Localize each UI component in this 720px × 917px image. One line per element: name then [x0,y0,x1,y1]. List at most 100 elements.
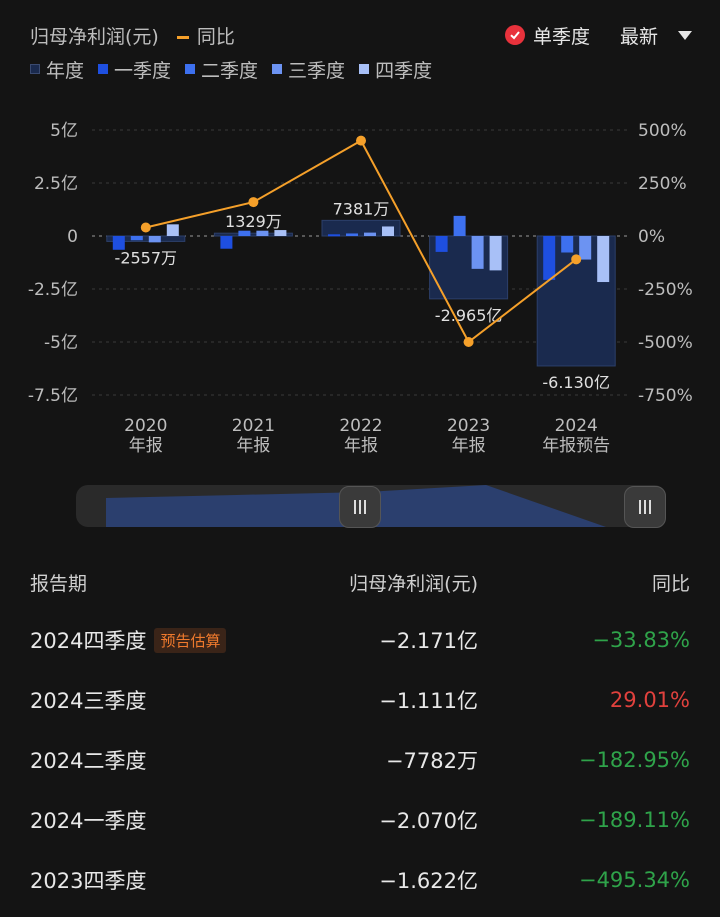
annual-data-label: -6.130亿 [542,373,610,392]
annual-bar [106,235,186,242]
row-period: 2024一季度 [30,800,146,840]
quarter-bar [471,236,484,269]
row-period: 2024三季度 [30,680,146,720]
legend-q2[interactable]: 二季度 [185,56,258,83]
q2-swatch-icon [185,64,196,74]
legend-q2-label: 二季度 [201,59,259,82]
x-tick-label: 2024 [555,416,598,436]
legend-annual[interactable]: 年度 [30,56,84,83]
row-yoy: −33.83% [592,628,690,652]
yoy-point [248,197,259,208]
y-left-tick-label: 5亿 [50,121,78,141]
single-quarter-toggle[interactable]: 单季度 [532,25,590,48]
checkbox-checked-icon[interactable] [504,25,525,45]
period-label: 2024三季度 [30,689,147,713]
annual-data-label: -2.965亿 [435,306,503,325]
header-yoy: 同比 [651,572,690,595]
period-label: 2024四季度 [30,629,147,653]
table-row[interactable]: 2024三季度 −1.111亿 29.01% [30,680,690,720]
quarter-bar [274,230,287,236]
x-tick-label: 年报 [236,436,270,456]
legend-yoy-label: 同比 [196,25,235,48]
x-tick-label: 2021 [232,416,275,436]
legend-q1[interactable]: 一季度 [98,56,171,83]
y-right-tick-label: 500% [638,121,687,141]
annual-data-label: 1329万 [225,212,282,231]
row-yoy: −495.34% [578,868,690,892]
row-net-profit: −1.111亿 [379,689,478,713]
header-period: 报告期 [30,572,88,595]
q4-swatch-icon [359,64,370,74]
y-right-tick-label: -500% [638,333,693,353]
x-tick-label: 年报预告 [542,436,610,456]
quarter-bar [453,215,466,236]
table-row[interactable]: 2024四季度 预告估算 −2.171亿 −33.83% [30,620,690,660]
grip-icon [639,500,651,514]
y-right-tick-label: -750% [638,386,693,406]
x-tick-label: 年报 [344,436,378,456]
quarter-bar [112,236,125,250]
annual-bar [321,219,401,237]
quarter-bar [597,236,610,283]
period-label: 2023四季度 [30,869,147,893]
chart-controls: 单季度 最新 [504,20,692,50]
latest-dropdown[interactable]: 最新 [620,22,692,49]
table-row[interactable]: 2024一季度 −2.070亿 −189.11% [30,800,690,840]
x-tick-label: 2020 [124,416,167,436]
quarter-bar [346,233,358,236]
x-tick-label: 年报 [129,436,163,456]
legend-net-profit: 归母净利润(元) [30,25,159,48]
latest-dropdown-label: 最新 [619,25,658,48]
quarter-bar [579,236,592,260]
forecast-badge: 预告估算 [154,627,227,653]
legend-q4[interactable]: 四季度 [359,56,432,83]
quarter-bar [543,236,556,280]
legend-yoy: 同比 [176,22,235,49]
yoy-point [463,337,474,347]
table-row[interactable]: 2024二季度 −7782万 −182.95% [30,740,690,780]
quarter-bar [328,234,340,237]
quarter-bar [166,224,179,236]
yoy-point [356,135,366,146]
quarter-bar [130,236,143,241]
annual-bar [213,232,293,237]
quarter-bar [256,230,269,236]
quarter-bar [489,236,502,271]
header-net-profit: 归母净利润(元) [349,572,478,595]
chevron-down-icon [678,30,692,40]
y-left-tick-label: -5亿 [44,333,78,353]
x-tick-label: 年报 [452,436,486,456]
legend-q3[interactable]: 三季度 [272,56,345,83]
y-right-tick-label: 250% [638,174,687,194]
row-period: 2024二季度 [30,740,146,780]
range-slider-right-handle[interactable] [624,486,666,528]
x-tick-label: 2023 [447,416,490,436]
y-left-tick-label: 2.5亿 [34,174,78,194]
row-net-profit: −2.070亿 [379,809,478,833]
legend-q4-label: 四季度 [375,59,433,82]
y-left-tick-label: -2.5亿 [28,280,78,300]
y-right-tick-label: 0% [638,227,665,247]
table-row[interactable]: 2023四季度 −1.622亿 −495.34% [30,860,690,900]
quarter-bar [364,232,376,236]
table-header: 报告期 归母净利润(元) 同比 [30,567,690,597]
yoy-line [145,139,577,344]
annual-data-label: 7381万 [333,199,390,218]
legend-annual-label: 年度 [46,59,85,82]
chart-legend-series: 年度 一季度 二季度 三季度 四季度 [30,56,446,82]
annual-swatch-icon [30,64,40,74]
row-yoy: −182.95% [578,748,690,772]
quarter-bar [561,236,574,253]
net-profit-chart[interactable]: 5亿 500% 2.5亿 250% 0 0% -2.5亿 -250% -5亿 -500% -7.5亿… [0,100,720,470]
row-period: 2024四季度 预告估算 [30,620,227,660]
y-left-tick-label: -7.5亿 [28,386,78,406]
y-left-tick-label: 0 [67,227,78,247]
range-slider-left-handle[interactable] [339,486,381,528]
yoy-point [140,222,151,233]
row-yoy: −189.11% [578,808,690,832]
row-net-profit: −2.171亿 [379,629,478,653]
q3-swatch-icon [272,64,283,74]
grip-icon [354,500,366,514]
quarter-bar [382,226,394,236]
quarter-bar [238,230,251,236]
